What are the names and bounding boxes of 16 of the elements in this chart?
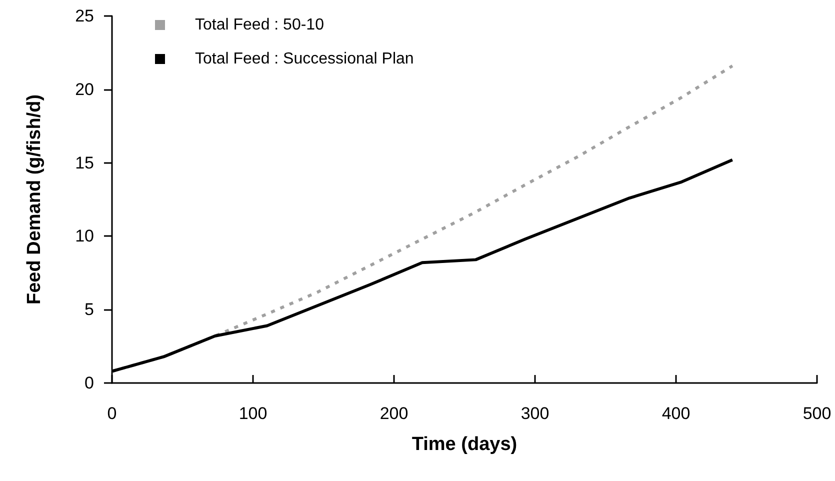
y-axis-title: Feed Demand (g/fish/d) bbox=[24, 94, 45, 305]
x-tick-label: 500 bbox=[802, 404, 832, 423]
x-axis-title: Time (days) bbox=[412, 434, 518, 455]
y-tick-label: 5 bbox=[84, 300, 94, 320]
legend-label: Total Feed : Successional Plan bbox=[195, 50, 414, 68]
x-tick-label: 100 bbox=[238, 404, 268, 423]
y-tick-label: 25 bbox=[75, 6, 94, 26]
y-tick-label: 15 bbox=[75, 153, 94, 172]
x-tick-label: 200 bbox=[380, 404, 408, 423]
x-tick-label: 400 bbox=[662, 404, 690, 423]
y-tick-label: 10 bbox=[75, 226, 94, 246]
y-tick-label: 0 bbox=[84, 374, 94, 392]
legend-label: Total Feed : 50-10 bbox=[195, 16, 324, 34]
y-tick-label: 20 bbox=[75, 80, 94, 99]
x-tick-label: 0 bbox=[107, 404, 117, 423]
x-tick-label: 300 bbox=[520, 404, 550, 423]
